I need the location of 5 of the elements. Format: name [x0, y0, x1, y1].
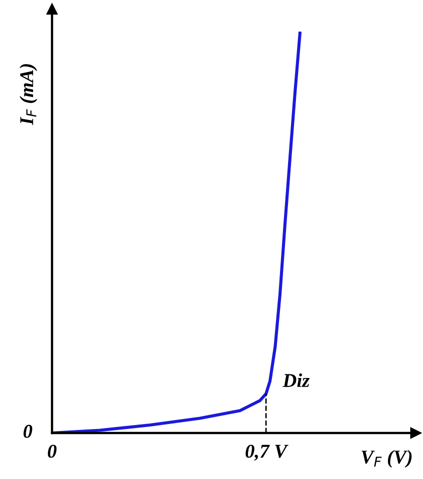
- annotation: 0: [24, 424, 32, 438]
- annotation: Diz: [282, 373, 310, 387]
- y-axis-title: I$_{F}$ (mA): [20, 64, 38, 126]
- x-tick-label: 0,7 V: [246, 444, 288, 461]
- x-axis-title: V$_{F}$ (V): [362, 450, 412, 468]
